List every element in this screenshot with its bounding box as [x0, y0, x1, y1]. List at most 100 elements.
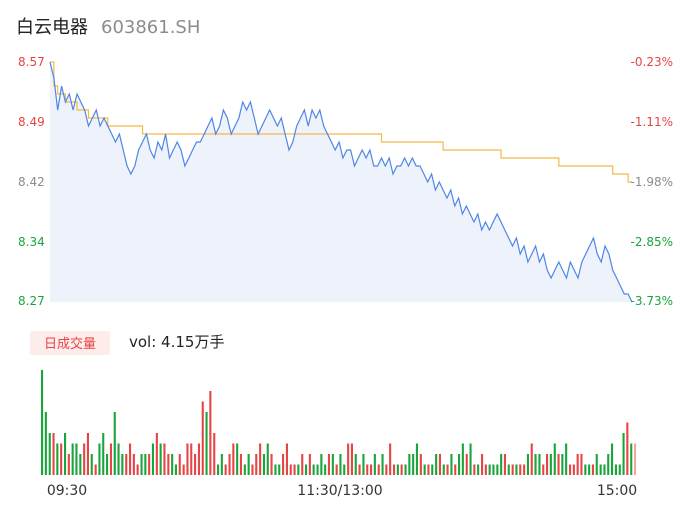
volume-bar: [262, 454, 265, 475]
price-tick-label: 8.34: [18, 235, 45, 249]
volume-bar: [270, 454, 273, 475]
volume-bar: [614, 464, 617, 475]
volume-bar: [381, 454, 384, 475]
volume-bar: [308, 454, 311, 475]
volume-bar: [236, 443, 239, 475]
volume-bar: [209, 391, 212, 475]
price-axis-left: 8.57 8.49 8.42 8.34 8.27: [18, 55, 45, 308]
volume-bar: [232, 443, 235, 475]
volume-bar: [247, 454, 250, 475]
volume-bar: [549, 454, 552, 475]
volume-bar: [228, 454, 231, 475]
percent-tick-label: -0.23%: [631, 55, 673, 69]
time-axis: 09:30 11:30/13:00 15:00: [47, 483, 637, 499]
volume-bar: [427, 464, 430, 475]
volume-bar: [98, 443, 101, 475]
volume-bar: [473, 464, 476, 475]
volume-bar: [534, 454, 537, 475]
volume-bar: [259, 443, 262, 475]
volume-bar: [239, 454, 242, 475]
volume-bar: [44, 412, 47, 475]
volume-bar: [48, 433, 51, 475]
price-line: [49, 61, 633, 303]
volume-bar: [393, 464, 396, 475]
volume-bars[interactable]: [41, 370, 637, 475]
volume-bar: [350, 443, 353, 475]
volume-bar: [454, 464, 457, 475]
volume-bar: [576, 454, 579, 475]
volume-bar: [129, 443, 132, 475]
volume-bar: [167, 454, 170, 475]
volume-bar: [496, 464, 499, 475]
price-tick-label: 8.42: [18, 175, 45, 189]
volume-bar: [132, 454, 135, 475]
price-fill-area: [50, 62, 632, 302]
volume-bar: [297, 464, 300, 475]
time-label-open: 09:30: [47, 483, 87, 499]
volume-bar: [358, 464, 361, 475]
volume-bar: [64, 433, 67, 475]
volume-bar: [446, 464, 449, 475]
volume-bar: [477, 464, 480, 475]
volume-bar: [316, 464, 319, 475]
volume-bar: [121, 454, 124, 475]
volume-bar: [503, 454, 506, 475]
volume-bar: [90, 454, 93, 475]
volume-bar: [197, 443, 200, 475]
volume-bar: [305, 464, 308, 475]
volume-bar: [465, 454, 468, 475]
volume-bar: [136, 464, 139, 475]
volume-bar: [538, 454, 541, 475]
time-label-midday: 11:30/13:00: [297, 483, 382, 499]
volume-bar: [83, 443, 86, 475]
volume-header: 日成交量 vol: 4.15万手: [30, 331, 224, 355]
volume-bar: [201, 401, 204, 475]
volume-bar: [144, 454, 147, 475]
volume-bar: [542, 464, 545, 475]
volume-bar: [595, 454, 598, 475]
volume-bar: [412, 454, 415, 475]
volume-bar: [377, 464, 380, 475]
volume-bar: [423, 464, 426, 475]
volume-bar: [438, 454, 441, 475]
volume-bar: [224, 464, 227, 475]
volume-bar: [178, 454, 181, 475]
volume-bar: [278, 464, 281, 475]
percent-tick-label: -2.85%: [631, 235, 673, 249]
header: 白云电器 603861.SH: [16, 17, 200, 38]
volume-bar: [71, 443, 74, 475]
stock-name: 白云电器: [16, 17, 88, 38]
volume-bar: [507, 464, 510, 475]
volume-bar: [289, 464, 292, 475]
percent-tick-label: -1.98%: [631, 175, 673, 189]
volume-bar: [611, 443, 614, 475]
volume-bar: [569, 464, 572, 475]
volume-bar: [331, 454, 334, 475]
volume-bar: [106, 454, 109, 475]
volume-bar: [52, 433, 55, 475]
volume-bar: [182, 464, 185, 475]
volume-bar: [174, 464, 177, 475]
volume-bar: [113, 412, 116, 475]
volume-bar: [327, 454, 330, 475]
volume-label: vol: 4.15万手: [129, 333, 224, 351]
volume-bar: [622, 433, 625, 475]
volume-bar: [546, 454, 549, 475]
volume-bar: [523, 464, 526, 475]
price-plot[interactable]: [49, 61, 633, 303]
volume-bar: [442, 464, 445, 475]
volume-bar: [618, 464, 621, 475]
volume-bar: [171, 454, 174, 475]
volume-bar: [266, 443, 269, 475]
volume-bar: [419, 454, 422, 475]
volume-bar: [339, 454, 342, 475]
volume-bar: [282, 454, 285, 475]
volume-bar: [205, 412, 208, 475]
volume-bar: [343, 464, 346, 475]
volume-bar: [194, 454, 197, 475]
volume-bar: [469, 443, 472, 475]
volume-bar: [373, 454, 376, 475]
volume-bar: [293, 464, 296, 475]
volume-bar: [324, 464, 327, 475]
